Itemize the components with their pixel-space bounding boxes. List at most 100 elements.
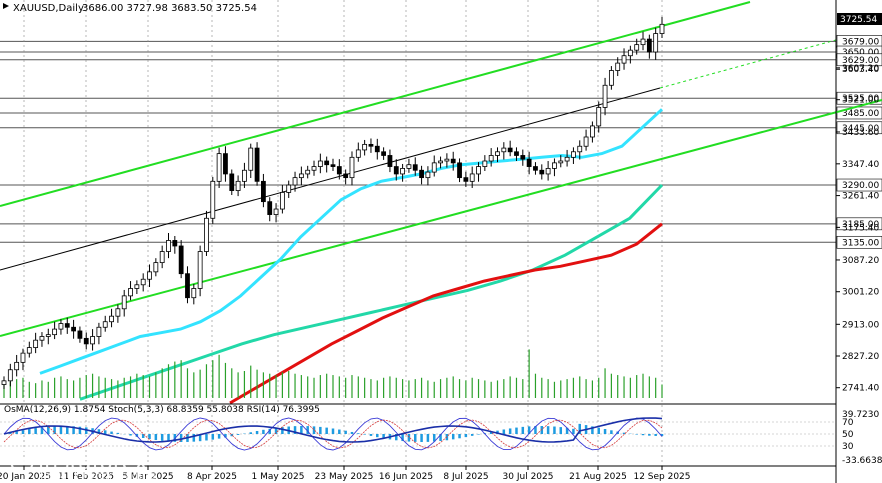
candle-body (242, 169, 247, 182)
candle-body (362, 143, 368, 151)
candle-body (178, 245, 184, 275)
candle-body (400, 168, 405, 175)
svg-text:instaforex: instaforex (38, 450, 148, 475)
candle-body (646, 38, 652, 53)
current-price-box (837, 13, 882, 25)
candle-body (317, 160, 323, 167)
candle-body (235, 180, 241, 191)
time-tick-label: 8 Jul 2025 (443, 472, 488, 482)
candle-body (571, 151, 576, 158)
candle-body (140, 278, 146, 286)
candle-body (71, 326, 76, 332)
level-label: 3445.00 (842, 124, 879, 134)
candle-body (77, 330, 83, 339)
level-label: 3290.00 (842, 181, 879, 191)
candle-body (476, 166, 481, 175)
candle-body (552, 162, 557, 169)
stoch-main-line (3, 417, 663, 451)
price-tick-label: 3001.20 (842, 288, 879, 298)
candle-body (634, 44, 640, 51)
candle-body (298, 173, 304, 179)
level-box (836, 217, 882, 231)
candle-body (507, 147, 513, 153)
candle-body (223, 153, 228, 175)
indicator-axis-label: -33.6638 (842, 456, 882, 466)
level-label: 3135.00 (842, 238, 879, 248)
candle-body (602, 84, 608, 108)
candle-body (444, 158, 450, 162)
candle-body (545, 168, 551, 175)
candle-body (393, 166, 399, 175)
candle-body (147, 271, 152, 280)
channel-upper-line (0, 1, 751, 207)
candle-body (159, 251, 165, 264)
time-tick-label: 30 Jul 2025 (503, 472, 554, 482)
candle-body (153, 262, 159, 273)
price-tick-label: 3175.40 (842, 223, 879, 233)
candle-body (52, 328, 58, 336)
candle-body (210, 180, 216, 219)
candle-body (419, 169, 424, 179)
candle-body (558, 160, 564, 164)
candle-body (311, 166, 317, 171)
candle-body (128, 288, 133, 297)
logo-icon (10, 449, 34, 473)
candle-body (58, 323, 64, 330)
candle-body (197, 251, 203, 289)
price-tick-label: 3433.60 (842, 128, 879, 138)
level-box (836, 91, 882, 105)
time-axis: 20 Jan 2025 11 Feb 2025 5 Mar 2025 8 Apr 20… (0, 466, 691, 482)
level-label: 3650.00 (842, 48, 879, 58)
level-label: 3485.00 (842, 109, 879, 119)
candle-body (90, 336, 95, 345)
level-box (836, 178, 882, 192)
candle-body (115, 308, 121, 317)
candle-body (166, 240, 171, 252)
candle-body (7, 369, 13, 382)
ma-fast-line (39, 108, 664, 375)
collapse-triangle-icon[interactable] (3, 3, 9, 9)
candle-body (45, 334, 51, 337)
candle-body (501, 147, 507, 153)
ma-slow-line (229, 222, 663, 405)
candle-body (368, 143, 374, 147)
candle-body (134, 284, 140, 289)
price-tick-label: 3347.40 (842, 160, 879, 170)
moving-averages (39, 108, 664, 405)
candle-body (463, 177, 469, 182)
candle-body (39, 336, 45, 341)
candle-body (640, 38, 646, 46)
candle-body (438, 160, 443, 164)
time-tick-label: 12 Sep 2025 (633, 472, 690, 482)
level-box (836, 235, 882, 249)
time-tick-label: 20 Jan 2025 (0, 472, 51, 482)
candle-body (583, 136, 589, 147)
symbol-timeframe: XAUUSD,Daily (13, 3, 84, 14)
candle-body (653, 33, 659, 53)
candle-body (324, 160, 330, 166)
level-label: 3629.00 (842, 56, 879, 66)
stoch-signal-line (3, 419, 663, 449)
candle-body (229, 173, 235, 191)
candle-body (279, 192, 285, 210)
candle-body (20, 352, 26, 363)
candle-body (526, 158, 532, 167)
candle-body (564, 156, 570, 162)
channel-mid-line (0, 87, 661, 271)
title-bar: XAUUSD,Daily 3686.00 3727.98 3683.50 372… (3, 3, 257, 14)
candle-body (412, 164, 418, 171)
candle-body (596, 107, 602, 127)
candle-body (387, 155, 393, 167)
candle-body (172, 240, 178, 247)
candle-body (488, 155, 494, 162)
candle-body (286, 184, 292, 193)
candle-body (425, 171, 431, 179)
time-tick-label: 8 Apr 2025 (187, 472, 237, 482)
candle-body (533, 166, 538, 171)
candle-body (305, 169, 311, 175)
candle-body (102, 321, 108, 328)
